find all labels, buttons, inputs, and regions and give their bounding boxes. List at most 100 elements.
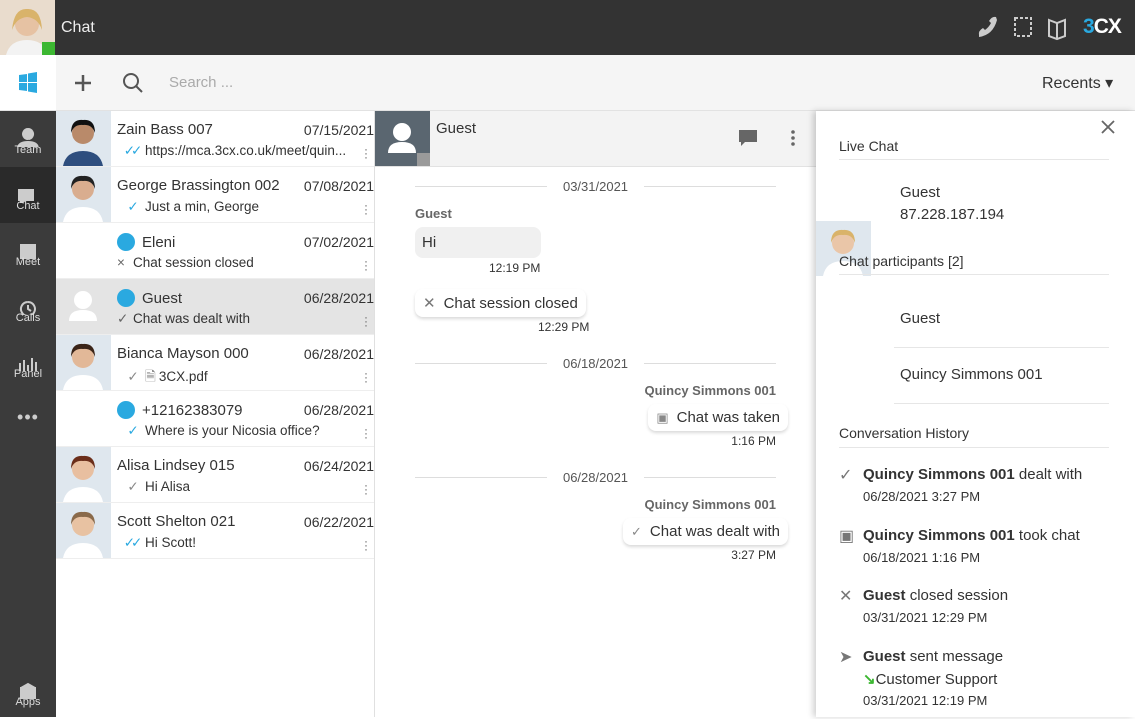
more-menu[interactable]: · · · [364,366,368,388]
channel-icon [117,233,135,251]
avatar [816,166,871,221]
more-button[interactable]: ••• [17,407,39,427]
history-icon: ✓ [839,467,853,484]
name: Zain Bass 007 [117,121,213,138]
detail-text: Customer Support [875,671,998,688]
sidebar: Team Chat Meet Calls Panel Apps ••• [0,111,56,717]
chat-avatar [375,111,430,166]
more-menu[interactable]: · · · [364,198,368,220]
brand-text: CX [1093,15,1122,38]
message-text: Chat was dealt with [649,523,780,540]
chat-actions[interactable] [737,128,797,150]
history-time: 06/18/2021 1:16 PM [863,550,981,565]
preview-text: Chat session closed [133,255,254,270]
history-actor: Quincy Simmons 001 [863,466,1015,483]
divider [894,403,1109,404]
avatar [56,447,111,502]
conversation-item[interactable]: Alisa Lindsey 015 06/24/2021 ✓ Hi Alisa · · · [56,447,374,503]
conversation-item[interactable]: Eleni 07/02/2021 × Chat session closed · · · [56,223,374,279]
divider [839,274,1109,275]
nav-item[interactable]: Chat [0,167,56,223]
history-detail: ↘Customer Support [863,670,997,688]
more-menu[interactable]: · · · [364,142,368,164]
conversation-item[interactable]: George Brassington 002 07/08/2021 ✓ Just a … [56,167,374,223]
history-time: 03/31/2021 12:19 PM [863,693,988,708]
name: Alisa Lindsey 015 [117,457,235,474]
status-mark: × [117,255,125,270]
visitor-name: Guest [900,184,941,201]
message-time: 3:27 PM [731,548,776,562]
toolbar-icons[interactable] [72,72,152,94]
message-time: 12:29 PM [538,320,590,334]
channel-icon [117,401,135,419]
more-menu[interactable]: · · · [364,478,368,500]
message-list: 03/31/2021 Guest Hi 12:19 PM ✕ Chat session c… [375,167,816,562]
more-menu[interactable]: · · · [364,254,368,276]
system-message: ✕ Chat session closed [415,289,586,317]
message: Quincy Simmons 001 ✓ Chat was dealt with 3:… [415,497,788,562]
conversation-date: 06/24/2021 [303,458,374,474]
more-menu[interactable]: · · · [364,422,368,444]
nav-label: Chat [16,200,40,212]
conversation-preview: ✓✓ Hi Scott! [117,535,196,551]
conversation-item[interactable]: +12162383079 06/28/2021 ✓ Where is your Nic… [56,391,374,447]
avatar-photo [6,8,48,55]
more-menu[interactable]: · · · [364,534,368,556]
conversation-name: Zain Bass 007 [117,121,213,138]
section-title: Conversation History [839,425,969,441]
message: Quincy Simmons 001 ▣ Chat was taken 1:16 PM [415,383,788,448]
conversation-item[interactable]: Bianca Mayson 000 06/28/2021 ✓ 🗎 3CX.pdf · · · [56,335,374,391]
nav-item[interactable]: Calls [0,279,56,335]
nav-label: Calls [15,312,41,324]
recents-label: Recents [1042,75,1101,92]
date-label: 03/31/2021 [562,179,629,194]
name: +12162383079 [142,401,243,419]
history-icon: ➤ [839,649,853,666]
conversation-date: 06/28/2021 [303,402,374,418]
search-input[interactable]: Search ... [169,74,234,91]
divider [894,347,1109,348]
conversation-name: +12162383079 [117,401,243,419]
nav-item[interactable]: Panel [0,335,56,391]
closed-icon: ✕ [423,295,436,312]
conversation-item[interactable]: Scott Shelton 021 06/22/2021 ✓✓ Hi Scott! · ·… [56,503,374,559]
conversation-name: Eleni [117,233,175,251]
message-text: Hi [422,234,437,251]
conversation-preview: × Chat session closed [117,255,254,270]
chat-panel: Guest 03/31/2021 Guest Hi 12:19 PM ✕ Chat ses… [375,111,816,717]
conversation-preview: ✓ Hi Alisa [117,479,190,495]
history-action: closed session [909,587,1009,604]
conversation-item[interactable]: Zain Bass 007 07/15/2021 ✓✓ https://mca.3cx… [56,111,374,167]
windows-button[interactable] [0,55,56,110]
conversation-item[interactable]: Guest 06/28/2021 ✓ Chat was dealt with · · · [56,279,374,335]
chat-title: Guest [436,120,477,137]
avatar [56,335,111,390]
preview-text: Hi Alisa [145,479,191,494]
system-message: ▣ Chat was taken [648,404,788,431]
avatar [56,111,111,166]
nav-item[interactable]: Apps [0,663,56,719]
more-menu[interactable]: · · · [364,310,368,332]
name: Eleni [142,233,176,251]
date-separator: 03/31/2021 [415,179,776,194]
preview-text: Chat was dealt with [133,311,251,326]
top-icons[interactable] [975,15,1085,41]
nav-label: Apps [15,696,41,708]
status-mark: ✓✓ [123,535,143,550]
date-separator: 06/28/2021 [415,470,776,485]
participant-name: Quincy Simmons 001 [900,366,1043,383]
conversation-name: Bianca Mayson 000 [117,345,249,362]
message: Guest Hi 12:19 PM [415,206,776,275]
recents-dropdown[interactable]: Recents ▾ [1042,75,1114,92]
conversation-preview: ✓ 🗎 3CX.pdf [117,367,207,390]
preview-text: Where is your Nicosia office? [145,423,320,438]
file-icon: 🗎 [145,369,156,384]
message-time: 12:19 PM [489,261,541,275]
user-avatar[interactable] [0,0,55,55]
close-button[interactable] [1101,120,1115,134]
message-text: Chat session closed [443,295,578,312]
nav-item[interactable]: Team [0,111,56,167]
nav-label: Meet [15,256,41,268]
history-actor: Guest [863,587,906,604]
nav-item[interactable]: Meet [0,223,56,279]
